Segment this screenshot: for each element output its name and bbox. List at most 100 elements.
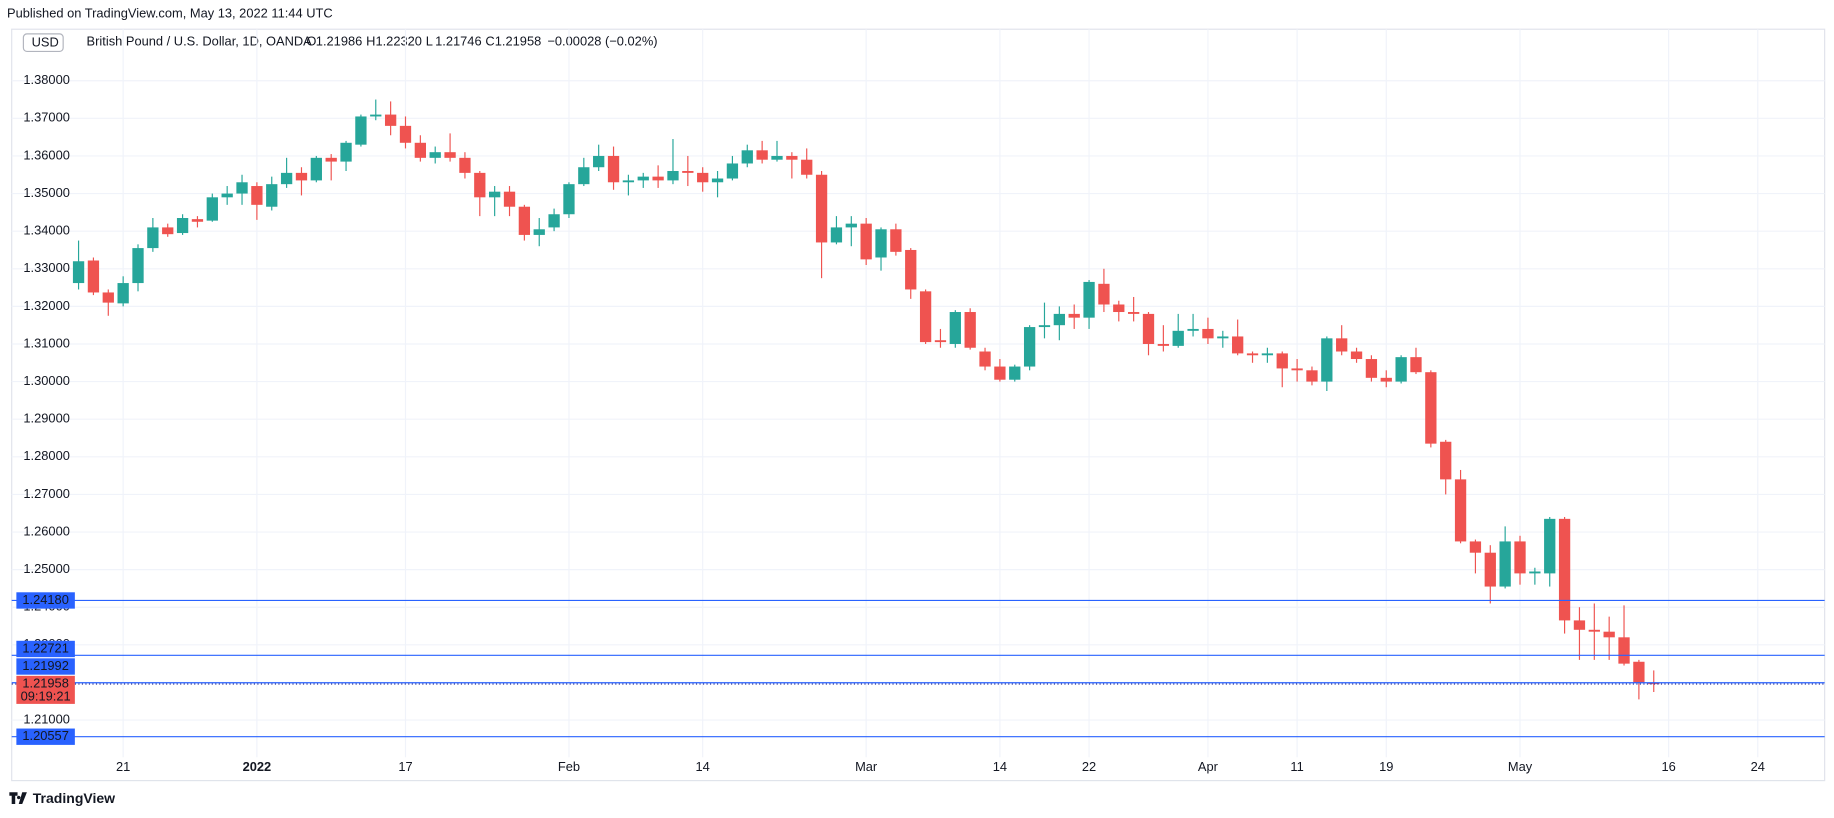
- candle-body: [1514, 541, 1526, 574]
- candle-body: [1009, 366, 1021, 380]
- candle-body: [622, 180, 635, 183]
- candle-body: [994, 366, 1006, 380]
- candle-body: [1469, 541, 1482, 553]
- candle-body: [236, 182, 248, 194]
- candle-body: [593, 155, 605, 168]
- candle-body: [221, 193, 233, 198]
- last-price-label: 1.21958: [22, 675, 69, 690]
- candle-body: [756, 150, 768, 160]
- candle-body: [503, 191, 516, 207]
- candle-body: [578, 167, 590, 185]
- logo: [9, 792, 27, 804]
- candle-body: [1068, 313, 1080, 318]
- ohlc-value: 1.21986: [316, 33, 363, 48]
- candle-body: [1588, 629, 1600, 632]
- candle-body: [518, 206, 531, 235]
- candle-body: [652, 176, 664, 181]
- candle-body: [266, 184, 278, 207]
- candle-body: [72, 261, 85, 284]
- y-tick-label: 1.33000: [23, 260, 70, 275]
- candle-body: [830, 227, 843, 243]
- candle-body: [801, 159, 813, 175]
- candle-body: [206, 197, 218, 221]
- candle-body: [1440, 441, 1452, 480]
- candle-body: [1573, 620, 1586, 630]
- candle-body: [459, 157, 471, 173]
- candle-body: [875, 229, 887, 258]
- level-label: 1.21992: [22, 658, 69, 673]
- candle-body: [355, 116, 367, 145]
- level-label: 1.20557: [22, 728, 69, 743]
- candle-body: [280, 172, 293, 185]
- candle-body: [1603, 631, 1615, 638]
- candle-body: [325, 157, 337, 162]
- ohlc-key: O: [306, 33, 316, 48]
- y-tick-label: 1.26000: [23, 523, 70, 538]
- x-tick-label: 2022: [243, 759, 272, 774]
- candle-body: [1023, 327, 1036, 367]
- candle-body: [815, 174, 828, 243]
- candle-body: [1425, 372, 1437, 444]
- ohlc-legend: O 1.21986 H 1.22320 L 1.21746 C 1.21958 −0.00028…: [306, 33, 657, 48]
- candle-body: [162, 227, 174, 235]
- candle-body: [1217, 336, 1229, 339]
- symbol-title: British Pound / U.S. Dollar, 1D, OANDA: [87, 33, 313, 48]
- candle-body: [1529, 571, 1541, 574]
- candle-body: [474, 172, 486, 198]
- candle-body: [786, 155, 798, 160]
- candle-body: [1038, 325, 1051, 328]
- y-tick-label: 1.21000: [23, 711, 70, 726]
- x-tick-label: 21: [116, 759, 130, 774]
- candle-body: [399, 125, 412, 143]
- candle-body: [607, 155, 620, 183]
- candle-body: [1350, 351, 1363, 360]
- x-tick-label: Mar: [855, 759, 878, 774]
- candle-body: [340, 142, 352, 162]
- published-note: Published on TradingView.com, May 13, 20…: [7, 5, 333, 20]
- candle-body: [741, 150, 753, 164]
- candle-body: [1365, 359, 1378, 378]
- candle-body: [1127, 312, 1140, 314]
- x-tick-label: 24: [1751, 759, 1765, 774]
- candle-body: [533, 229, 545, 235]
- candle-body: [1499, 541, 1511, 587]
- y-tick-label: 1.37000: [23, 110, 70, 125]
- candle-body: [1261, 353, 1274, 356]
- candle-body: [87, 260, 100, 293]
- currency-box[interactable]: [22, 33, 64, 53]
- level-box: [16, 658, 75, 675]
- candle-body: [1246, 353, 1259, 356]
- candle-body: [845, 223, 857, 228]
- candle-body: [1395, 357, 1407, 382]
- candle-body: [637, 176, 649, 181]
- candle-body: [1618, 637, 1630, 664]
- candle-body: [414, 142, 426, 158]
- x-tick-label: Feb: [558, 759, 580, 774]
- candle-body: [711, 178, 724, 183]
- countdown: 09:19:21: [21, 688, 71, 703]
- y-tick-label: 1.36000: [23, 147, 70, 162]
- candle-body: [1306, 370, 1318, 382]
- candle-body: [444, 152, 456, 158]
- candle-body: [1202, 328, 1214, 339]
- x-tick-label: 19: [1379, 759, 1393, 774]
- y-tick-label: 1.28000: [23, 448, 70, 463]
- level-box: [16, 640, 75, 658]
- x-tick-label: 11: [1290, 759, 1303, 774]
- candle-body: [1633, 661, 1645, 683]
- ohlc-value: 1.22320: [375, 33, 422, 48]
- candle-body: [429, 152, 441, 158]
- x-tick-label: 14: [696, 759, 710, 774]
- y-tick-label: 1.31000: [23, 335, 70, 350]
- candle-body: [1083, 281, 1095, 318]
- candle-body: [489, 191, 501, 198]
- candle-body: [1232, 336, 1244, 354]
- candle-body: [310, 157, 322, 181]
- candle-body: [905, 249, 917, 290]
- level-box: [16, 592, 75, 609]
- currency-label[interactable]: USD: [32, 35, 59, 50]
- candle-body: [1558, 518, 1571, 621]
- ohlc-key: H: [366, 33, 375, 48]
